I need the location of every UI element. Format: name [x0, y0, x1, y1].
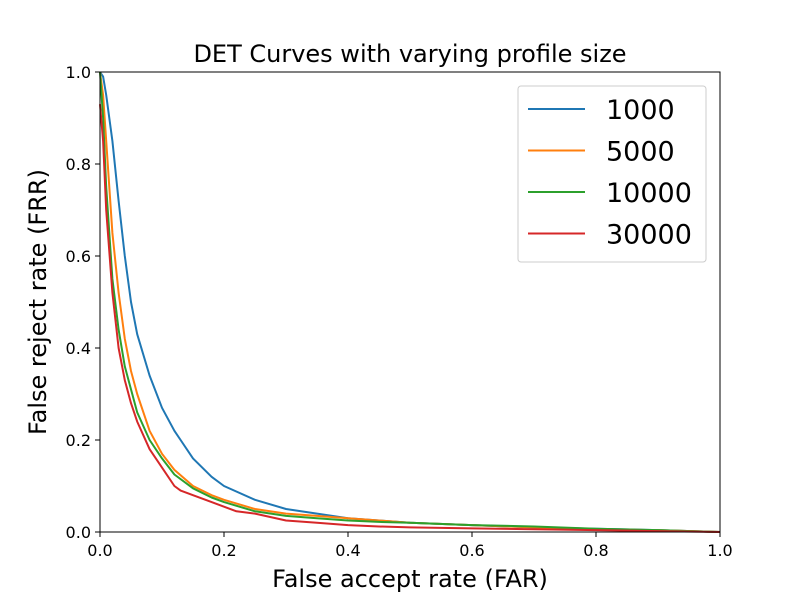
plot-frame	[99, 71, 721, 533]
x-tick-label: 0.8	[583, 541, 608, 560]
y-axis-title: False reject rate (FRR)	[24, 169, 52, 435]
x-tick-label: 1.0	[707, 541, 732, 560]
x-tick-label: 0.2	[211, 541, 236, 560]
series-layer	[99, 71, 721, 533]
y-tick-label: 0.0	[66, 523, 91, 542]
legend-label-1000: 1000	[606, 95, 675, 126]
series-line-10000	[99, 71, 721, 533]
y-tick-label: 0.6	[66, 247, 91, 266]
series-line-30000	[99, 104, 721, 533]
legend-label-10000: 10000	[606, 178, 692, 209]
x-axis: 0.0 0.2 0.4 0.6 0.8 1.0	[87, 532, 733, 560]
chart-title: DET Curves with varying profile size	[193, 40, 626, 68]
y-axis: 0.0 0.2 0.4 0.6 0.8 1.0	[66, 63, 100, 542]
y-tick-label: 0.4	[66, 339, 91, 358]
y-tick-label: 0.2	[66, 431, 91, 450]
legend: 1000 5000 10000 30000	[517, 85, 707, 263]
y-tick-label: 0.8	[66, 155, 91, 174]
legend-box	[517, 85, 707, 263]
x-tick-label: 0.0	[87, 541, 112, 560]
x-tick-label: 0.4	[335, 541, 360, 560]
legend-label-30000: 30000	[606, 220, 692, 251]
x-tick-label: 0.6	[459, 541, 484, 560]
legend-label-5000: 5000	[606, 137, 675, 168]
y-tick-label: 1.0	[66, 63, 91, 82]
x-axis-title: False accept rate (FAR)	[272, 565, 548, 593]
